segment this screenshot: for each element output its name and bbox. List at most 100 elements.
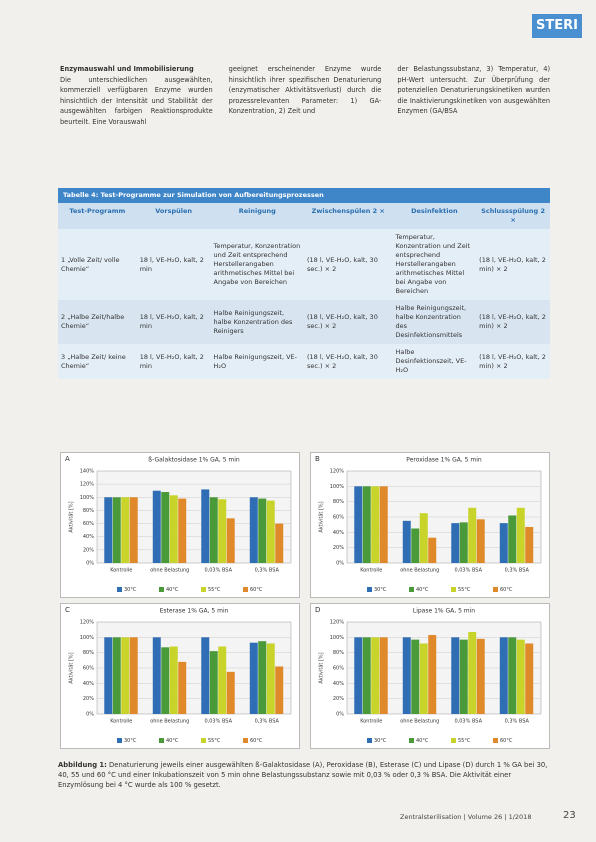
- y-tick-label: 100%: [80, 495, 95, 501]
- table-cell: 18 l, VE-H₂O, kalt, 2 min: [136, 344, 211, 379]
- y-axis-label: Aktivität [%]: [69, 501, 75, 532]
- column: der Belastungssubstanz, 3) Temperatur, 4…: [397, 64, 550, 127]
- y-tick-label: 80%: [333, 499, 344, 505]
- bar: [411, 528, 420, 563]
- bar: [371, 637, 380, 714]
- bar: [419, 643, 428, 714]
- table-cell: (18 l, VE-H₂O, kalt, 2 min) × 2: [476, 300, 550, 344]
- table-cell: Temperatur, Konzentration und Zeit entsp…: [210, 229, 304, 300]
- y-tick-label: 0%: [336, 561, 344, 567]
- x-tick-label: 0,03% BSA: [454, 719, 482, 725]
- legend-label: 55°C: [208, 587, 221, 593]
- legend-swatch: [451, 587, 456, 592]
- bar: [275, 523, 284, 563]
- y-tick-label: 40%: [83, 534, 94, 540]
- bar: [451, 637, 460, 714]
- bar: [218, 499, 227, 563]
- bar: [104, 497, 113, 563]
- legend-label: 30°C: [374, 738, 387, 744]
- chart-title: Esterase 1% GA, 5 min: [160, 608, 229, 615]
- legend-swatch: [367, 587, 372, 592]
- y-tick-label: 120%: [330, 620, 345, 626]
- column-header: Vorspülen: [136, 203, 211, 229]
- x-tick-label: Kontrolle: [360, 719, 382, 725]
- table-row: 2 „Halbe Zeit/halbe Chemie“ 18 l, VE-H₂O,…: [58, 300, 550, 344]
- paragraph: Die unterschiedlichen ausgewählten, komm…: [60, 75, 213, 126]
- y-tick-label: 60%: [83, 666, 94, 672]
- y-axis-label: Aktivität [%]: [319, 652, 325, 683]
- caption: Abbildung 1: Denaturierung jeweils einer…: [58, 760, 550, 790]
- panel-label: A: [65, 455, 70, 463]
- y-tick-label: 80%: [333, 650, 344, 656]
- bar: [209, 497, 218, 563]
- bar: [266, 500, 275, 563]
- paragraph: geeignet erscheinender Enzyme wurde hins…: [228, 65, 382, 115]
- x-tick-label: 0,03% BSA: [454, 568, 482, 574]
- chart: B Peroxidase 1% GA, 5 min Aktivität [%] 0% 2…: [315, 455, 542, 593]
- legend-swatch: [409, 587, 414, 592]
- y-tick-label: 0%: [86, 561, 94, 567]
- bar: [476, 638, 485, 714]
- y-tick-label: 80%: [83, 650, 94, 656]
- footer-journal: Zentralsterilisation | Volume 26 | 1/201…: [400, 813, 532, 821]
- x-tick-label: 0,03% BSA: [204, 719, 232, 725]
- table: Tabelle 4: Test-Programme zur Simulation…: [58, 188, 550, 379]
- column-header: Zwischenspülen 2 ×: [303, 203, 393, 229]
- legend-label: 60°C: [250, 587, 263, 593]
- table-title: Tabelle 4: Test-Programme zur Simulation…: [58, 188, 550, 203]
- bar: [161, 647, 170, 714]
- x-tick-label: ohne Belastung: [400, 719, 439, 725]
- table-cell: 18 l, VE-H₂O, kalt, 2 min: [136, 300, 211, 344]
- y-tick-label: 60%: [83, 521, 94, 527]
- y-tick-label: 20%: [333, 545, 344, 551]
- bar: [178, 498, 187, 563]
- legend-label: 60°C: [250, 738, 263, 744]
- caption-lead: Abbildung 1:: [58, 761, 107, 769]
- bar: [508, 515, 517, 563]
- y-axis-label: Aktivität [%]: [319, 501, 325, 532]
- figure: D Lipase 1% GA, 5 min Aktivität [%] 0% 20% 40…: [310, 603, 550, 749]
- legend-swatch: [117, 587, 122, 592]
- bar: [129, 497, 138, 563]
- legend-swatch: [409, 738, 414, 743]
- bar: [525, 526, 534, 563]
- bar: [129, 637, 138, 714]
- bar: [161, 492, 170, 563]
- x-tick-label: ohne Belastung: [150, 719, 189, 725]
- x-tick-label: Kontrolle: [110, 719, 132, 725]
- x-tick-label: 0,03% BSA: [204, 568, 232, 574]
- table-row: 3 „Halbe Zeit/ keine Chemie“ 18 l, VE-H₂O…: [58, 344, 550, 379]
- chart-title: Peroxidase 1% GA, 5 min: [406, 457, 482, 464]
- bar: [152, 490, 161, 563]
- legend-swatch: [159, 587, 164, 592]
- x-tick-label: Kontrolle: [360, 568, 382, 574]
- bar: [428, 537, 437, 563]
- bar: [508, 637, 517, 714]
- table-cell: 1 „Volle Zeit/ volle Chemie“: [58, 229, 137, 300]
- chart-title: ß-Galaktosidase 1% GA, 5 min: [148, 457, 240, 464]
- y-tick-label: 120%: [80, 620, 95, 626]
- bar: [411, 639, 420, 714]
- bar: [362, 486, 371, 563]
- bar: [476, 519, 485, 563]
- table-cell: (18 l, VE-H₂O, kalt, 2 min) × 2: [476, 344, 550, 379]
- bar: [178, 661, 187, 714]
- y-tick-label: 40%: [333, 530, 344, 536]
- legend-swatch: [117, 738, 122, 743]
- legend-label: 30°C: [124, 738, 137, 744]
- paragraph: der Belastungssubstanz, 3) Temperatur, 4…: [397, 65, 551, 115]
- caption-text: Denaturierung jeweils einer ausgewählten…: [58, 761, 548, 789]
- bar: [468, 631, 477, 714]
- bar: [451, 523, 460, 563]
- bar: [152, 637, 161, 714]
- legend-swatch: [451, 738, 456, 743]
- x-tick-label: ohne Belastung: [400, 568, 439, 574]
- legend-label: 30°C: [124, 587, 137, 593]
- bar: [226, 518, 235, 563]
- bar: [275, 666, 284, 714]
- y-tick-label: 0%: [336, 712, 344, 718]
- figure: C Esterase 1% GA, 5 min Aktivität [%] 0% 20%…: [60, 603, 300, 749]
- x-tick-label: 0,3% BSA: [505, 568, 530, 574]
- bar: [499, 637, 508, 714]
